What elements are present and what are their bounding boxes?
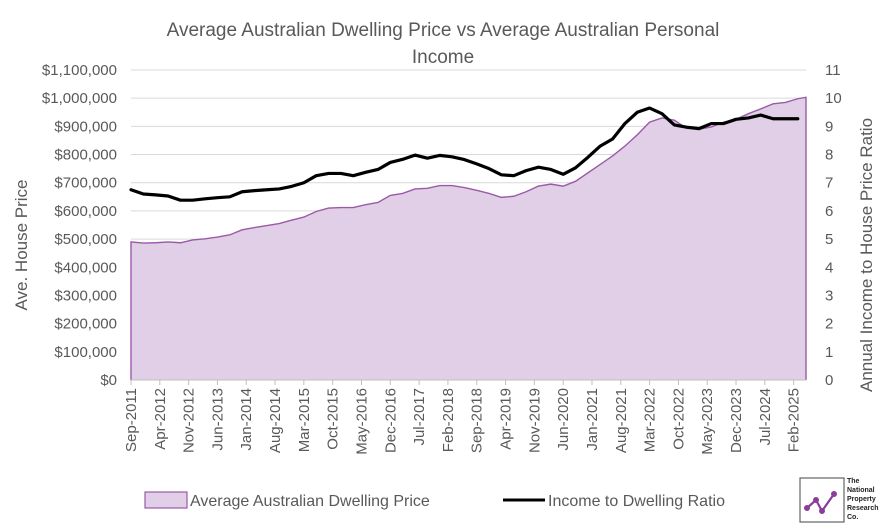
right-tick-label: 5 xyxy=(825,231,833,248)
x-tick-label: Feb-2025 xyxy=(786,388,803,452)
income-ratio-line xyxy=(129,106,800,202)
logo-dot-1 xyxy=(804,505,810,511)
right-tick-label: 8 xyxy=(825,147,833,164)
logo-dot-2 xyxy=(813,497,819,503)
legend-line-label: Income to Dwelling Ratio xyxy=(548,493,725,510)
right-tick-label: 10 xyxy=(825,90,842,107)
x-tick-label: Oct-2015 xyxy=(325,388,342,450)
left-tick-label: $1,100,000 xyxy=(42,62,117,79)
right-tick-label: 7 xyxy=(825,175,833,192)
x-tick-label: Jun-2020 xyxy=(555,388,572,451)
x-tick-label: Aug-2021 xyxy=(613,388,630,453)
chart-title-line-1: Average Australian Dwelling Price vs Ave… xyxy=(167,20,720,41)
x-tick-label: Mar-2022 xyxy=(642,388,659,452)
logo-line-3: Property xyxy=(847,496,876,503)
x-tick-label: Oct-2022 xyxy=(670,388,687,450)
x-tick-label: May-2023 xyxy=(699,388,716,455)
right-tick-label: 2 xyxy=(825,316,833,333)
right-tick-label: 1 xyxy=(825,344,833,361)
x-tick-label: Jul-2017 xyxy=(411,388,428,446)
left-tick-label: $700,000 xyxy=(54,175,117,192)
left-tick-label: $300,000 xyxy=(54,287,117,304)
x-tick-label: Sep-2018 xyxy=(469,388,486,453)
right-axis-title: Annual Income to House Price Ratio xyxy=(857,118,876,392)
x-tick-label: Jan-2021 xyxy=(584,388,601,451)
x-tick-label: Dec-2023 xyxy=(728,388,745,453)
right-tick-label: 9 xyxy=(825,118,833,135)
left-axis-title: Ave. House Price xyxy=(12,179,31,310)
legend: Average Australian Dwelling Price Income… xyxy=(144,491,725,510)
x-tick-label: Jan-2014 xyxy=(238,388,255,451)
logo-frame xyxy=(799,477,845,523)
right-axis-ticks: 0 1 2 3 4 5 6 7 8 9 10 11 xyxy=(825,62,842,389)
dwelling-price-area-edge xyxy=(130,96,807,380)
x-tick-label: Apr-2012 xyxy=(152,388,169,450)
x-tick-label: Nov-2019 xyxy=(526,388,543,453)
left-tick-label: $600,000 xyxy=(54,203,117,220)
logo-line-2: National xyxy=(847,487,875,494)
logo-dot-4 xyxy=(831,491,837,497)
x-tick-label: Jun-2013 xyxy=(209,388,226,451)
left-tick-label: $200,000 xyxy=(54,316,117,333)
x-tick-label: Feb-2018 xyxy=(440,388,457,452)
x-tick-label: Apr-2019 xyxy=(498,388,515,450)
x-tick-label: May-2016 xyxy=(353,388,370,455)
x-tick-label: Nov-2012 xyxy=(181,388,198,453)
left-tick-label: $1,000,000 xyxy=(42,90,117,107)
x-tick-label: Aug-2014 xyxy=(267,388,284,453)
right-tick-label: 4 xyxy=(825,259,833,276)
left-tick-label: $400,000 xyxy=(54,259,117,276)
x-tick-label: Sep-2011 xyxy=(123,388,140,452)
left-axis-ticks: $0 $100,000 $200,000 $300,000 $400,000 $500,0… xyxy=(42,62,117,389)
right-tick-label: 6 xyxy=(825,203,833,220)
company-logo: The National Property Research Co. xyxy=(799,477,879,523)
x-tick-label: Dec-2016 xyxy=(382,388,399,453)
right-tick-label: 3 xyxy=(825,287,833,304)
left-tick-label: $900,000 xyxy=(54,118,117,135)
x-tick-label: Jul-2024 xyxy=(757,388,774,446)
logo-line-5: Co. xyxy=(847,514,858,521)
right-tick-label: 0 xyxy=(825,372,833,389)
left-tick-label: $100,000 xyxy=(54,344,117,361)
left-tick-label: $800,000 xyxy=(54,147,117,164)
legend-area-label: Average Australian Dwelling Price xyxy=(190,493,430,510)
legend-area-swatch xyxy=(144,491,188,509)
logo-line-1: The xyxy=(847,478,860,485)
logo-graph-icon xyxy=(806,493,835,514)
logo-dot-3 xyxy=(819,508,825,514)
logo-line-4: Research xyxy=(847,505,879,512)
x-tick-label: Mar-2015 xyxy=(296,388,313,452)
dwelling-price-area xyxy=(131,97,806,380)
left-tick-label: $500,000 xyxy=(54,231,117,248)
x-axis-ticks: Sep-2011 Apr-2012 Nov-2012 Jun-2013 Jan-2014… xyxy=(123,388,803,455)
left-tick-label: $0 xyxy=(100,372,117,389)
chart-title-line-2: Income xyxy=(412,47,474,68)
right-tick-label: 11 xyxy=(825,62,841,79)
chart-axes xyxy=(130,379,806,385)
